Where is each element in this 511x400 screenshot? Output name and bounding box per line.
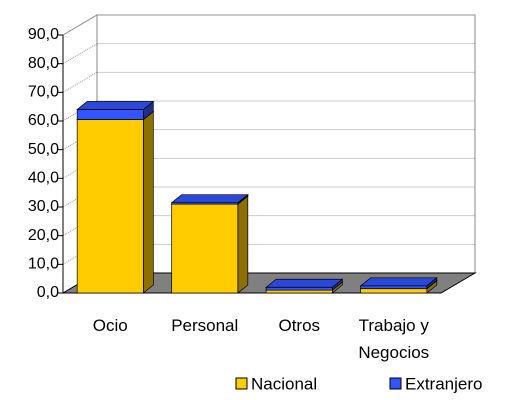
bar-side: [142, 110, 154, 294]
y-tick-label: 30,0: [28, 198, 59, 215]
bar: [76, 109, 144, 120]
legend-swatch: [235, 377, 248, 390]
legend-label: Nacional: [251, 374, 317, 393]
back-wall: [96, 14, 476, 274]
y-tick-label: 0,0: [37, 284, 59, 301]
legend-swatch: [389, 377, 402, 390]
y-tick-label: 70,0: [28, 84, 59, 101]
x-tick-label: Otros: [278, 316, 321, 335]
y-tick-label: 90,0: [28, 26, 59, 43]
bar: [360, 288, 428, 294]
y-tick-label: 40,0: [28, 170, 59, 187]
y-tick-label: 10,0: [28, 256, 59, 273]
bar-top: [76, 101, 155, 110]
y-tick-label: 50,0: [28, 141, 59, 158]
bar: [265, 289, 333, 294]
bar: [171, 203, 239, 294]
bar-top: [170, 194, 249, 204]
legend-label: Extranjero: [405, 374, 482, 393]
x-tick-label: Ocio: [92, 316, 128, 335]
x-tick-label: Trabajo y Negocios: [358, 316, 430, 362]
bar-top: [265, 278, 344, 288]
y-tick-label: 60,0: [28, 112, 59, 129]
x-tick-label: Personal: [171, 316, 239, 335]
bar: [76, 119, 144, 294]
y-tick-label: 80,0: [28, 55, 59, 72]
bar-side: [237, 195, 249, 294]
bar: [360, 285, 428, 290]
bar: [265, 286, 333, 291]
y-tick-label: 20,0: [28, 227, 59, 244]
bar-top: [359, 277, 438, 287]
